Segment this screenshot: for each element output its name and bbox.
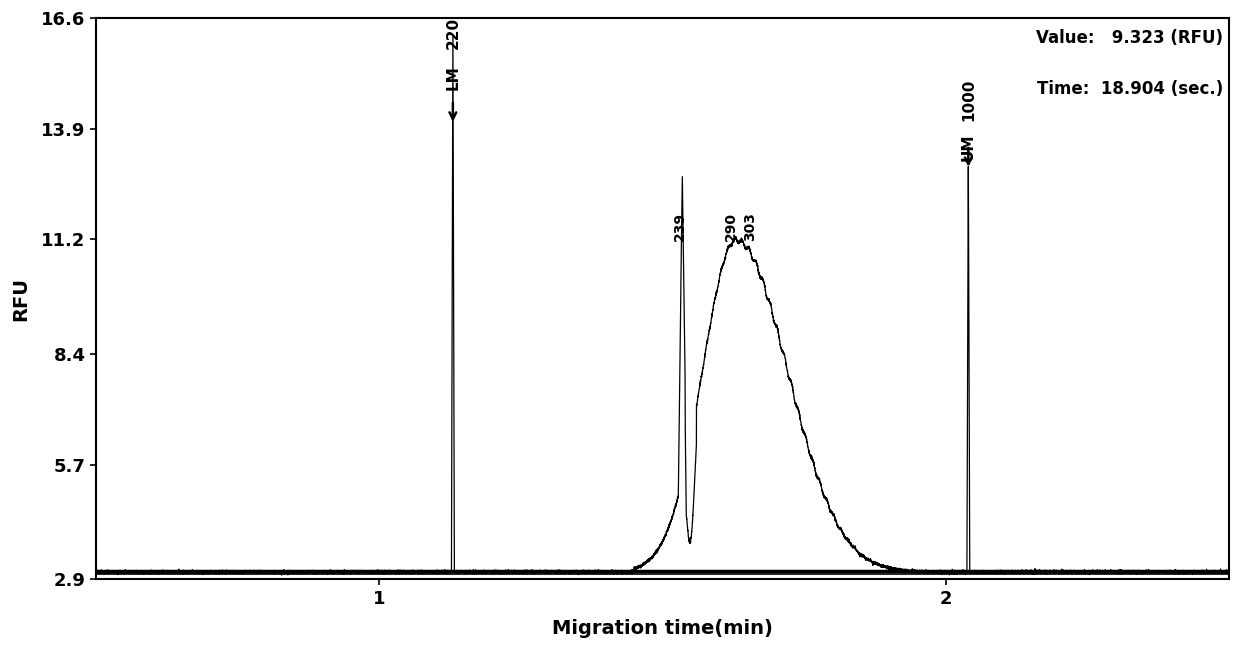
Text: LM: LM <box>445 65 460 90</box>
Text: UM: UM <box>961 134 976 162</box>
Text: 303: 303 <box>743 212 758 241</box>
Y-axis label: RFU: RFU <box>11 276 30 321</box>
Text: 1000: 1000 <box>961 78 976 121</box>
Text: 239: 239 <box>672 212 687 241</box>
X-axis label: Migration time(min): Migration time(min) <box>552 619 773 638</box>
Text: Value:   9.323 (RFU): Value: 9.323 (RFU) <box>1037 29 1223 47</box>
Text: Time:  18.904 (sec.): Time: 18.904 (sec.) <box>1037 80 1223 98</box>
Text: 220: 220 <box>445 17 460 49</box>
Text: 290: 290 <box>723 212 738 241</box>
